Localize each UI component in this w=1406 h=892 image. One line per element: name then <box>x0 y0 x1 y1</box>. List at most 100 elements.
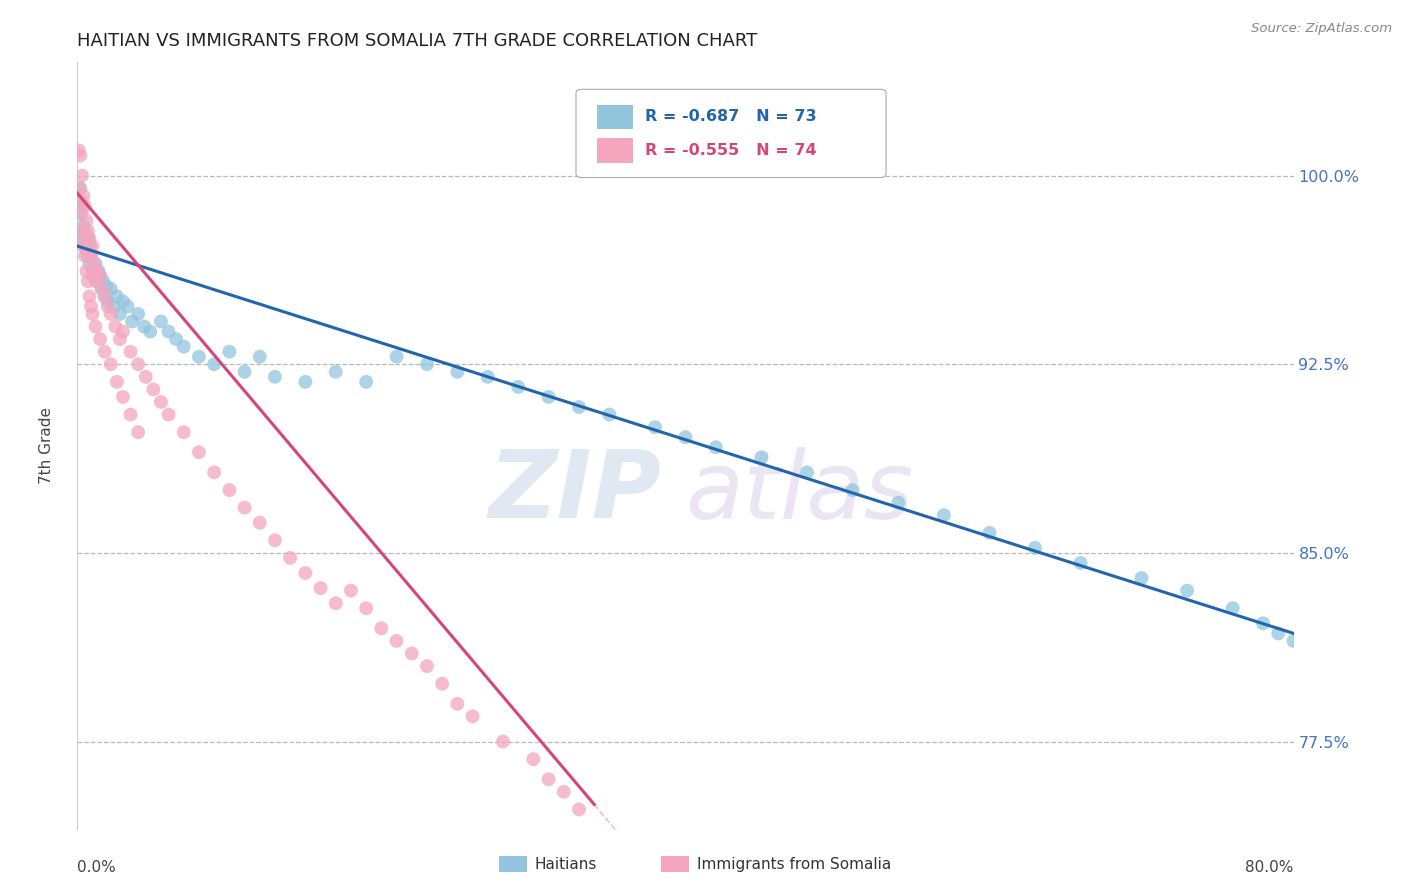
Point <box>100 307 122 321</box>
Point <box>430 676 453 690</box>
Point <box>67 144 90 158</box>
Point <box>86 264 108 278</box>
Point <box>644 420 666 434</box>
Point <box>325 596 347 610</box>
Point <box>84 257 107 271</box>
Point <box>80 249 103 263</box>
Point <box>165 332 187 346</box>
Point <box>309 581 332 595</box>
Point <box>73 231 96 245</box>
Point <box>93 344 115 359</box>
Point <box>82 307 104 321</box>
Point <box>83 269 105 284</box>
Bar <box>596 104 633 129</box>
Point <box>188 445 211 459</box>
Point <box>264 369 287 384</box>
Point <box>278 550 301 565</box>
Point <box>80 300 103 314</box>
Point <box>492 734 515 748</box>
Point <box>553 785 575 799</box>
Point <box>84 319 107 334</box>
Point <box>1070 556 1092 570</box>
Text: ZIP: ZIP <box>488 446 661 538</box>
Text: Haitians: Haitians <box>534 857 596 871</box>
Point <box>294 375 316 389</box>
Point <box>79 257 101 271</box>
Point <box>79 289 101 303</box>
Point <box>416 357 439 371</box>
Point <box>134 319 156 334</box>
Point <box>89 269 111 284</box>
Point <box>508 380 530 394</box>
Point <box>69 206 91 220</box>
Text: R = -0.555   N = 74: R = -0.555 N = 74 <box>645 143 817 158</box>
Point <box>82 264 104 278</box>
Point <box>354 601 377 615</box>
Point <box>294 566 316 580</box>
Point <box>675 430 697 444</box>
Point <box>370 621 392 635</box>
Point <box>1175 583 1198 598</box>
Point <box>127 357 149 371</box>
Text: Source: ZipAtlas.com: Source: ZipAtlas.com <box>1251 22 1392 36</box>
Text: atlas: atlas <box>686 447 914 538</box>
Point <box>91 274 114 288</box>
Point <box>79 231 101 245</box>
Point <box>149 395 172 409</box>
Point <box>135 369 157 384</box>
Point <box>598 408 620 422</box>
Point <box>446 365 468 379</box>
Point <box>70 231 93 245</box>
Point <box>1024 541 1046 555</box>
Point <box>70 224 93 238</box>
Text: R = -0.687   N = 73: R = -0.687 N = 73 <box>645 110 817 124</box>
Point <box>522 752 544 766</box>
Point <box>73 239 96 253</box>
Point <box>70 169 93 183</box>
Point <box>1267 626 1289 640</box>
Point <box>67 194 90 208</box>
Point <box>446 697 468 711</box>
Point <box>841 483 863 497</box>
Point <box>568 400 591 414</box>
Point <box>111 325 134 339</box>
Point <box>127 425 149 439</box>
Text: HAITIAN VS IMMIGRANTS FROM SOMALIA 7TH GRADE CORRELATION CHART: HAITIAN VS IMMIGRANTS FROM SOMALIA 7TH G… <box>77 32 758 50</box>
Point <box>461 709 484 723</box>
Point <box>77 224 100 238</box>
Point <box>73 224 96 238</box>
Point <box>218 483 240 497</box>
Point <box>1282 634 1305 648</box>
Text: Immigrants from Somalia: Immigrants from Somalia <box>697 857 891 871</box>
Point <box>157 408 180 422</box>
FancyBboxPatch shape <box>576 89 886 178</box>
Point <box>79 239 101 253</box>
Point <box>82 239 104 253</box>
Point <box>82 269 104 284</box>
Point <box>477 369 499 384</box>
Point <box>979 525 1001 540</box>
Point <box>72 188 94 202</box>
Point <box>1222 601 1244 615</box>
Point <box>77 244 100 258</box>
Point <box>77 231 100 245</box>
Point <box>887 495 910 509</box>
Point <box>264 533 287 548</box>
Point <box>932 508 955 523</box>
Point <box>202 466 225 480</box>
Point <box>105 375 128 389</box>
Point <box>90 282 112 296</box>
Point <box>75 214 97 228</box>
Point <box>173 425 195 439</box>
Point <box>87 264 110 278</box>
Point <box>67 181 90 195</box>
Point <box>104 319 127 334</box>
Point <box>75 244 97 258</box>
Point <box>751 450 773 465</box>
Point <box>796 466 818 480</box>
Point <box>233 500 256 515</box>
Point <box>108 307 131 321</box>
Point <box>77 249 100 263</box>
Point <box>401 647 423 661</box>
Point <box>142 383 165 397</box>
